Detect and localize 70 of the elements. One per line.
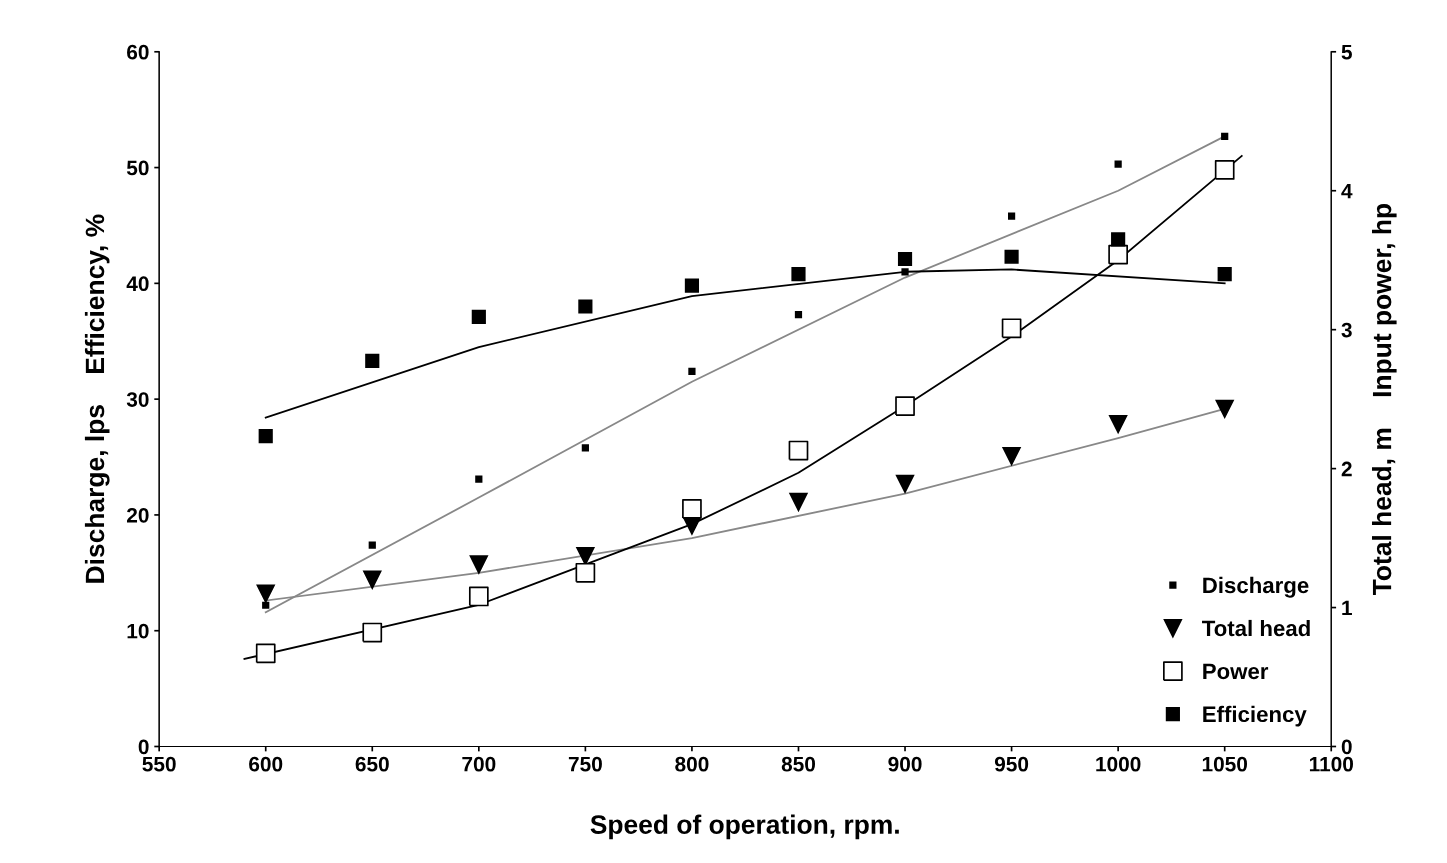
point — [1221, 132, 1229, 140]
y2-tick-label: 5 — [1341, 45, 1352, 60]
legend-label: Efficiency — [1203, 705, 1307, 727]
x-tick-label: 1000 — [1096, 756, 1141, 772]
point — [1217, 267, 1232, 282]
point — [581, 444, 589, 452]
y-axis-title: Discharge, lps Efficiency, % — [84, 214, 110, 583]
point — [368, 541, 376, 549]
point — [363, 570, 382, 589]
point — [262, 601, 270, 609]
x-tick-label: 800 — [675, 756, 709, 772]
point — [1002, 446, 1021, 466]
y2-tick-label: 2 — [1341, 461, 1352, 477]
x-tick-label: 700 — [462, 756, 496, 772]
point — [256, 584, 275, 603]
point — [1215, 399, 1234, 419]
point — [1111, 232, 1126, 247]
point — [897, 251, 913, 267]
point — [578, 299, 593, 314]
point — [791, 267, 806, 282]
point — [1007, 212, 1016, 220]
point — [1108, 244, 1128, 265]
point — [1001, 318, 1022, 339]
point — [365, 353, 380, 369]
y2-tick-label: 0 — [1341, 739, 1352, 755]
x-tick-label: 650 — [355, 756, 389, 772]
point — [255, 643, 276, 664]
y-tick-label: 50 — [126, 160, 149, 176]
point — [469, 555, 488, 574]
x-tick-label: 1100 — [1309, 756, 1353, 772]
x-tick-label: 1050 — [1202, 756, 1248, 772]
x-tick-label: 750 — [568, 756, 602, 772]
y2-tick-label: 4 — [1341, 183, 1353, 199]
y-tick-label: 60 — [127, 44, 149, 60]
point — [688, 367, 696, 375]
x-tick-label: 550 — [142, 756, 176, 772]
x-tick-label: 850 — [781, 756, 816, 772]
point — [788, 440, 809, 461]
legend-label: Total head — [1202, 619, 1310, 637]
point — [1214, 160, 1235, 180]
point — [789, 492, 808, 512]
point — [468, 586, 489, 607]
point — [901, 268, 909, 276]
point — [471, 309, 486, 325]
y2-tick-label: 1 — [1342, 600, 1352, 616]
y-tick-label: 20 — [127, 507, 149, 523]
y-tick-label: 10 — [127, 623, 149, 639]
x-axis-title: Speed of operation, rpm. — [590, 814, 899, 840]
point — [575, 562, 596, 583]
point — [895, 474, 915, 494]
point — [362, 622, 383, 643]
point — [475, 475, 483, 483]
point — [895, 396, 915, 416]
legend-label: Discharge — [1203, 576, 1309, 598]
y-tick-label: 0 — [138, 739, 149, 755]
x-tick-label: 900 — [888, 756, 922, 772]
y-tick-label: 40 — [126, 276, 149, 292]
point — [1114, 160, 1122, 168]
y-tick-label: 30 — [126, 392, 149, 407]
legend-label: Power — [1203, 663, 1269, 680]
point — [794, 311, 803, 319]
point — [684, 278, 700, 293]
point — [1004, 249, 1019, 264]
x-tick-label: 950 — [994, 756, 1029, 772]
point — [258, 429, 273, 444]
y2-axis-title: Total head, m Input power, hp — [1371, 203, 1397, 596]
x-tick-label: 600 — [249, 756, 283, 772]
point — [1108, 414, 1128, 434]
y2-tick-label: 3 — [1341, 322, 1352, 338]
point — [576, 546, 595, 566]
